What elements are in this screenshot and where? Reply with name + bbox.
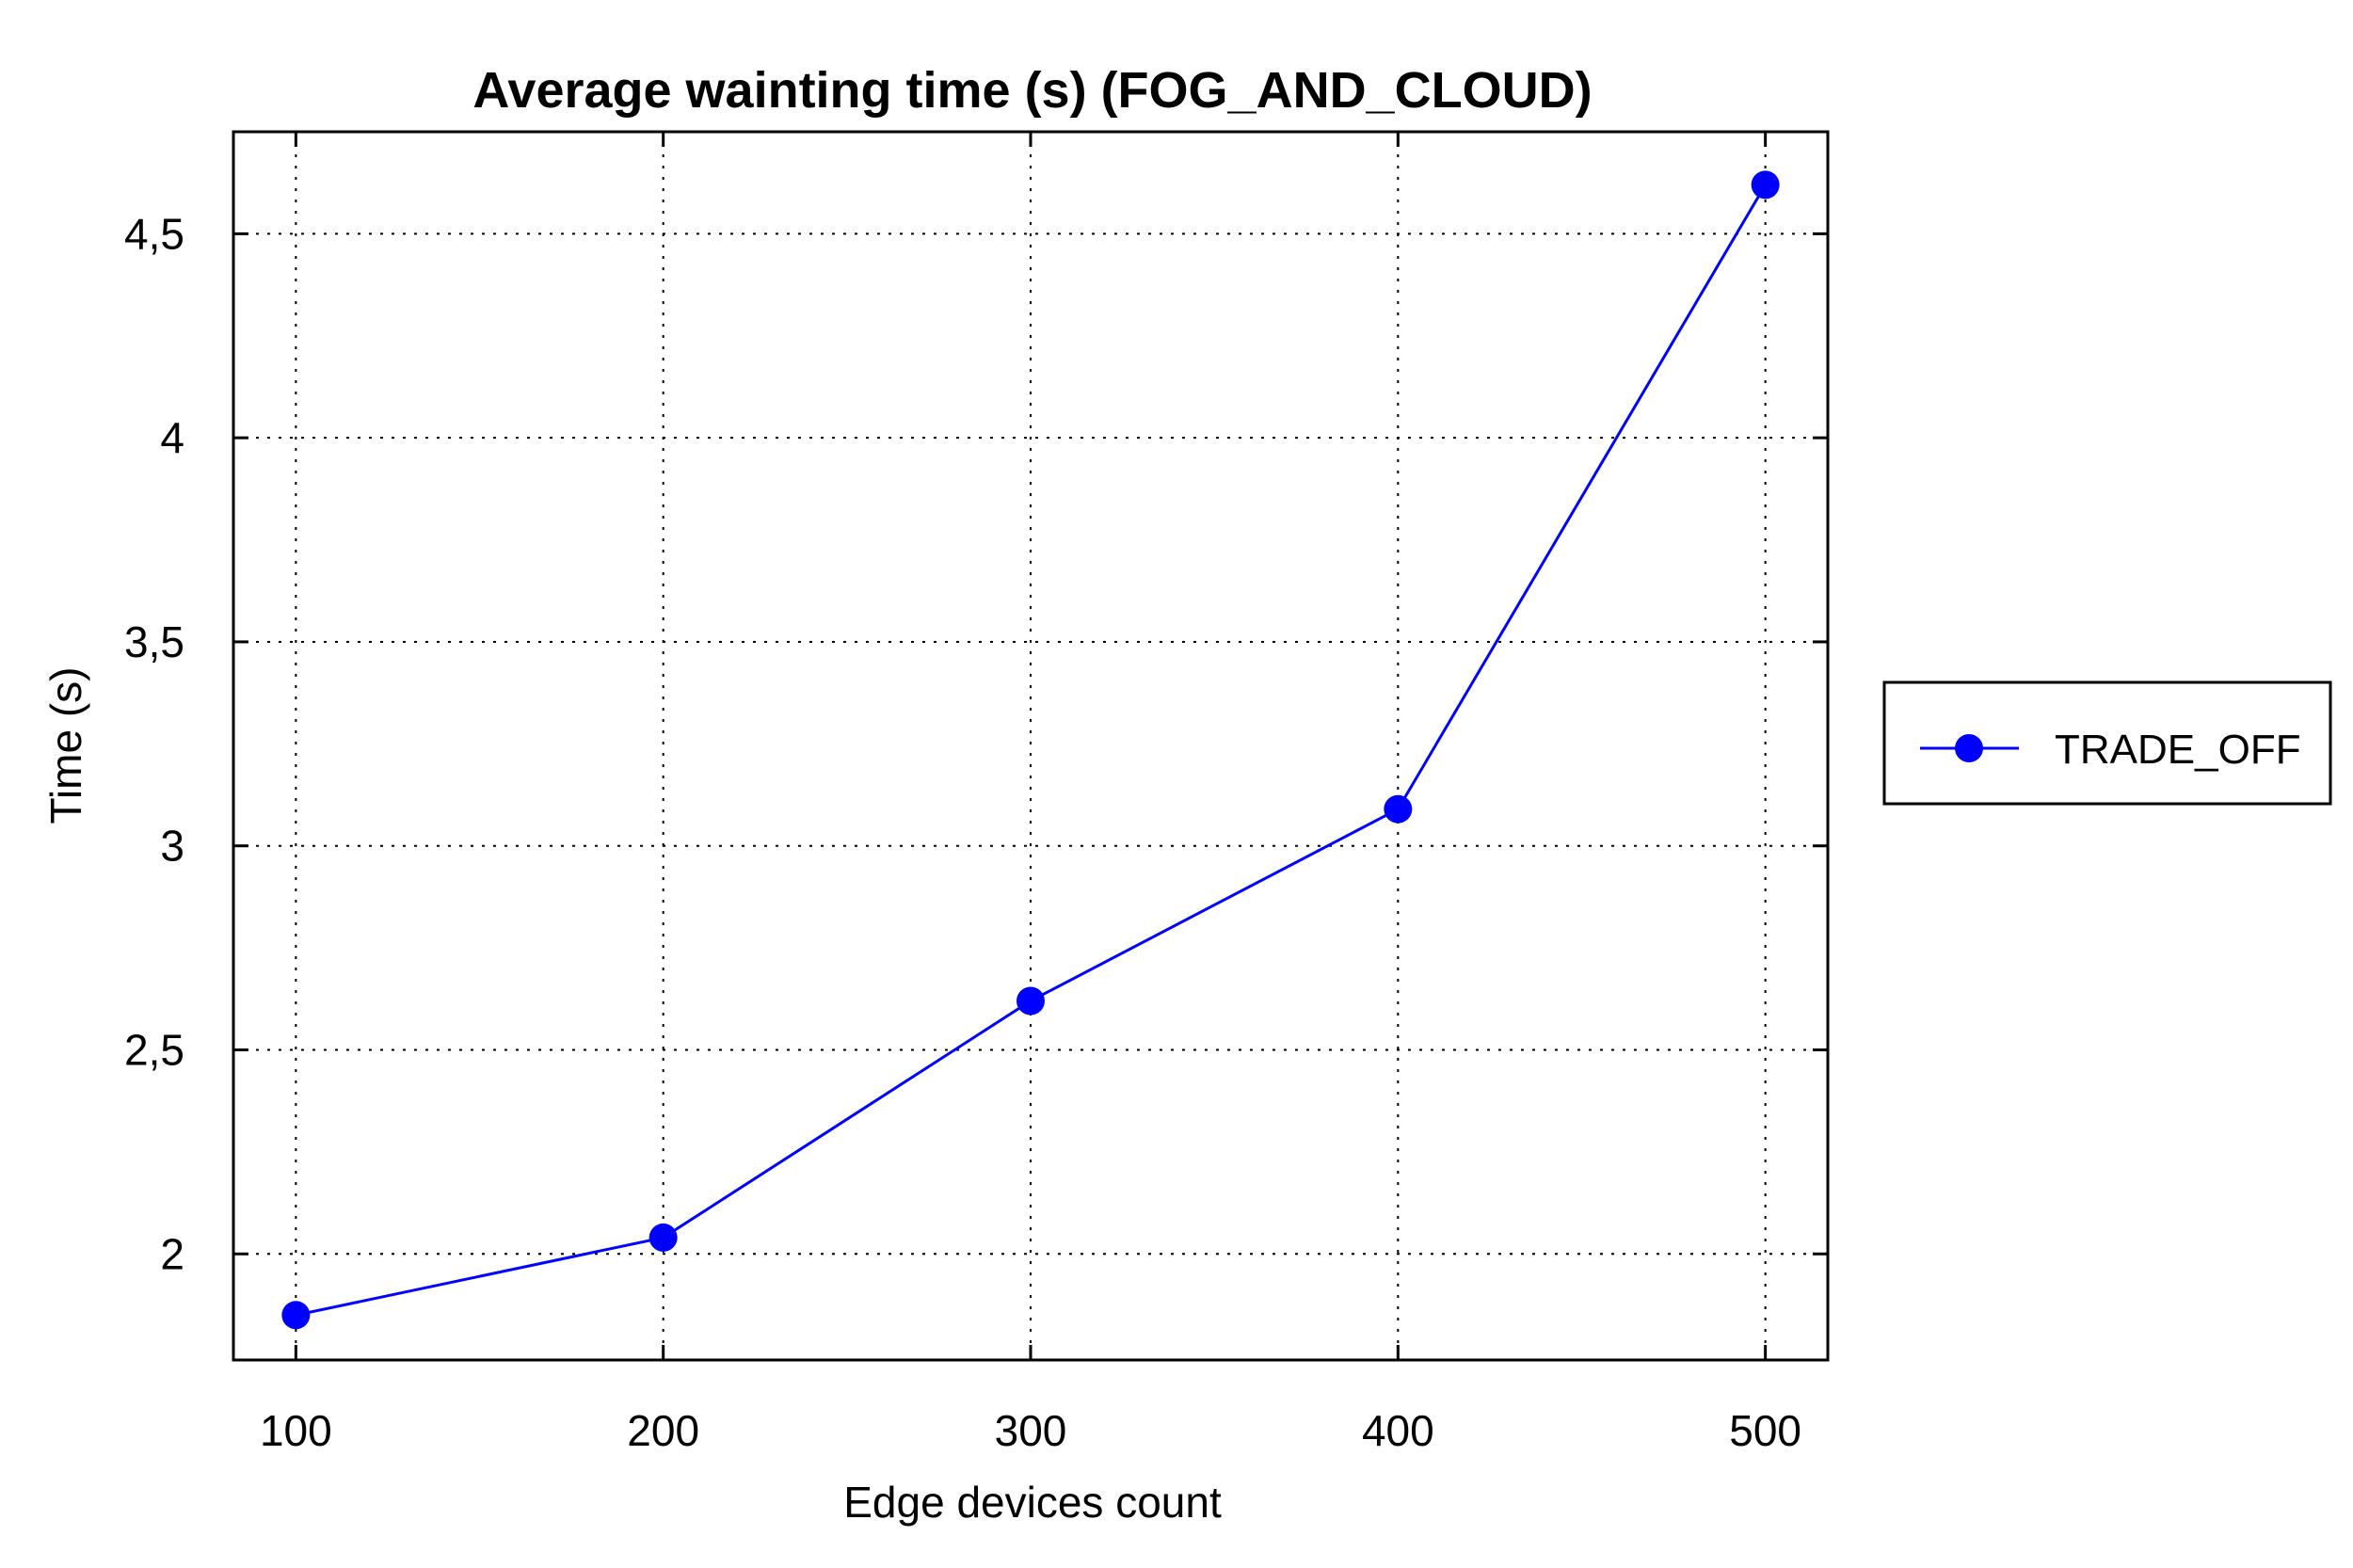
data-point	[1751, 170, 1780, 200]
y-tick-label: 3	[160, 822, 184, 871]
data-point	[1384, 794, 1413, 824]
legend-label: TRADE_OFF	[2055, 727, 2301, 773]
y-tick-labels: 2 2,5 3 3,5 4 4,5	[124, 209, 184, 1278]
y-axis-label: Time (s)	[41, 667, 90, 824]
plot-frame	[232, 130, 1830, 1362]
x-axis-label: Edge devices count	[843, 1478, 1222, 1527]
legend-marker	[1955, 734, 1983, 762]
series-line	[296, 184, 1767, 1317]
series-layer	[281, 170, 1780, 1330]
grid	[233, 132, 1828, 1360]
data-point	[1016, 986, 1045, 1016]
data-point	[281, 1301, 311, 1330]
x-tick-label: 500	[1729, 1406, 1801, 1455]
chart-title: Average wainting time (s) (FOG_AND_CLOUD…	[472, 62, 1592, 119]
legend: TRADE_OFF	[1882, 680, 2332, 806]
x-tick-label: 100	[260, 1406, 332, 1455]
x-tick-label: 400	[1362, 1406, 1434, 1455]
y-tick-label: 4	[160, 413, 184, 462]
y-tick-label: 4,5	[124, 209, 184, 258]
y-tick-label: 2	[160, 1229, 184, 1278]
ticks	[233, 132, 1828, 1360]
data-point	[648, 1223, 678, 1252]
x-tick-labels: 100 200 300 400 500	[260, 1406, 1801, 1455]
y-tick-label: 2,5	[124, 1025, 184, 1074]
y-tick-label: 3,5	[124, 617, 184, 666]
x-tick-label: 200	[627, 1406, 699, 1455]
x-tick-label: 300	[995, 1406, 1067, 1455]
